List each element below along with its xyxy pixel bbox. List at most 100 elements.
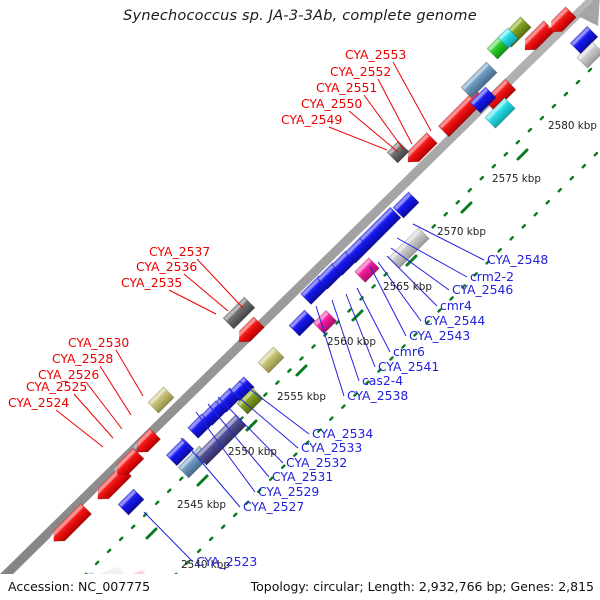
gene-glyph-highlight <box>360 208 393 241</box>
gene-glyph[interactable] <box>354 257 380 283</box>
accession-label: Accession: NC_007775 <box>8 579 151 594</box>
gene-label-crm2-2[interactable]: crm2-2 <box>470 269 514 284</box>
scale-major-tick <box>351 309 364 322</box>
gene-label-cya-2523[interactable]: CYA_2523 <box>196 554 257 569</box>
gene-label-cya-2546[interactable]: CYA_2546 <box>452 282 513 297</box>
gene-features-layer[interactable] <box>48 6 600 547</box>
gene-label-cya-2544[interactable]: CYA_2544 <box>424 313 485 328</box>
gene-label-cya-2538[interactable]: CYA_2538 <box>347 388 408 403</box>
gene-glyph[interactable] <box>392 191 420 219</box>
feature-cyan-1[interactable] <box>497 27 519 49</box>
gene-glyph[interactable] <box>460 61 498 99</box>
gene-glyph[interactable] <box>403 132 438 168</box>
gene-glyph[interactable] <box>312 309 338 335</box>
gene-glyph[interactable] <box>257 346 285 374</box>
leader-line <box>196 258 244 309</box>
feature-cyan-2[interactable] <box>484 97 516 129</box>
gene-label-cmr4[interactable]: cmr4 <box>440 298 472 313</box>
gene-label-cya-2531[interactable]: CYA_2531 <box>272 469 333 484</box>
leader-line <box>412 223 485 261</box>
gene-glyph[interactable] <box>222 296 256 330</box>
gene-label-cas2-4[interactable]: cas2-4 <box>362 373 403 388</box>
feature-red-10[interactable] <box>546 6 577 37</box>
gene-label-cya-2529[interactable]: CYA_2529 <box>258 484 319 499</box>
gene-label-cya-2548[interactable]: CYA_2548 <box>487 252 548 267</box>
gene-label-cya-2532[interactable]: CYA_2532 <box>286 455 347 470</box>
gene-glyph[interactable] <box>469 86 497 114</box>
feature-red-4[interactable] <box>132 428 161 458</box>
gene-label-cya_2551[interactable]: CYA_2551 <box>316 80 377 95</box>
gene-glyph[interactable] <box>147 386 175 414</box>
feature-red-1[interactable] <box>48 503 92 546</box>
feature-red-5[interactable] <box>234 316 265 347</box>
feature-magenta-2[interactable] <box>354 257 380 283</box>
gene-label-layer[interactable]: CYA_2553 CYA_2552CYA_2551CYA_2550CYA_2549… <box>8 47 548 569</box>
gene-label-cya_2524[interactable]: CYA_2524 <box>8 395 69 410</box>
gene-glyph[interactable] <box>497 27 519 49</box>
gene-label-cya-2541[interactable]: CYA_2541 <box>378 359 439 374</box>
feature-blue-1[interactable] <box>117 488 145 516</box>
gene-label-cya-2534[interactable]: CYA_2534 <box>312 426 373 441</box>
feature-khaki-1[interactable] <box>147 386 175 414</box>
feature-red-6[interactable] <box>403 132 438 168</box>
feature-red-9[interactable] <box>520 20 555 56</box>
leader-line <box>115 349 144 397</box>
gene-label-cya_2525[interactable]: CYA_2525 <box>26 379 87 394</box>
gene-label-cya-2527[interactable]: CYA_2527 <box>243 499 304 514</box>
gene-label-cya_2536[interactable]: CYA_2536 <box>136 259 197 274</box>
leader-line <box>85 381 123 430</box>
gene-glyph[interactable] <box>546 6 577 37</box>
gene-glyph-highlight <box>179 447 202 470</box>
gene-glyph[interactable] <box>520 20 555 56</box>
gene-glyph[interactable] <box>288 309 316 337</box>
feature-blue-12[interactable] <box>358 206 402 250</box>
gene-label-cya_2550[interactable]: CYA_2550 <box>301 96 362 111</box>
scale-ruler-dots <box>58 58 600 600</box>
gene-glyph-highlight <box>235 318 256 339</box>
gene-glyph[interactable] <box>358 206 402 250</box>
gene-label-cya_2530[interactable]: CYA_2530 <box>68 335 129 350</box>
gene-label-cya_2549[interactable]: CYA_2549 <box>281 112 342 127</box>
feature-blue-14[interactable] <box>469 86 497 114</box>
gene-label-cya_2537[interactable]: CYA_2537 <box>149 244 210 259</box>
gene-glyph-highlight <box>197 416 238 457</box>
feature-magenta-1[interactable] <box>312 309 338 335</box>
gene-glyph[interactable] <box>112 447 145 480</box>
scale-major-tick <box>460 201 473 214</box>
leader-line <box>207 403 270 478</box>
gene-glyph[interactable] <box>483 78 517 112</box>
gene-glyph[interactable] <box>132 428 161 458</box>
leader-line <box>363 94 405 151</box>
scale-major-tick <box>405 254 418 267</box>
feature-khaki-2[interactable] <box>257 346 285 374</box>
page-title: Synechococcus sp. JA-3-3Ab, complete gen… <box>123 8 477 24</box>
feature-blue-7[interactable] <box>288 309 316 337</box>
gene-label-cya_2553[interactable]: CYA_2553 <box>345 47 406 62</box>
gene-glyph[interactable] <box>48 503 92 546</box>
gene-label-cmr6[interactable]: cmr6 <box>393 344 425 359</box>
gene-glyph-highlight <box>49 504 84 539</box>
gene-glyph[interactable] <box>484 97 516 129</box>
gene-label-cya_2526[interactable]: CYA_2526 <box>38 367 99 382</box>
label-leader-lines <box>55 61 485 563</box>
gene-label-cya_2535[interactable]: CYA_2535 <box>121 275 182 290</box>
scale-tick-label: 2575 kbp <box>492 173 541 185</box>
gene-label-cya_2528[interactable]: CYA_2528 <box>52 351 113 366</box>
gene-glyph-highlight <box>231 378 247 394</box>
gene-glyph[interactable] <box>117 488 145 516</box>
gene-glyph[interactable] <box>576 41 600 69</box>
gene-glyph[interactable] <box>569 25 599 55</box>
feature-steel-2[interactable] <box>460 61 498 99</box>
gene-label-cya-2543[interactable]: CYA_2543 <box>409 328 470 343</box>
gene-label-cya-2533[interactable]: CYA_2533 <box>301 440 362 455</box>
feature-blue-13[interactable] <box>392 191 420 219</box>
feature-gray-2[interactable] <box>576 41 600 69</box>
gene-label-cya_2552[interactable]: CYA_2552 <box>330 64 391 79</box>
gene-glyph[interactable] <box>234 316 265 347</box>
feature-red-3[interactable] <box>112 447 145 480</box>
feature-blue-15[interactable] <box>569 25 599 55</box>
scale-tick-label: 2580 kbp <box>548 120 597 132</box>
feature-darkgray-1[interactable] <box>222 296 256 330</box>
